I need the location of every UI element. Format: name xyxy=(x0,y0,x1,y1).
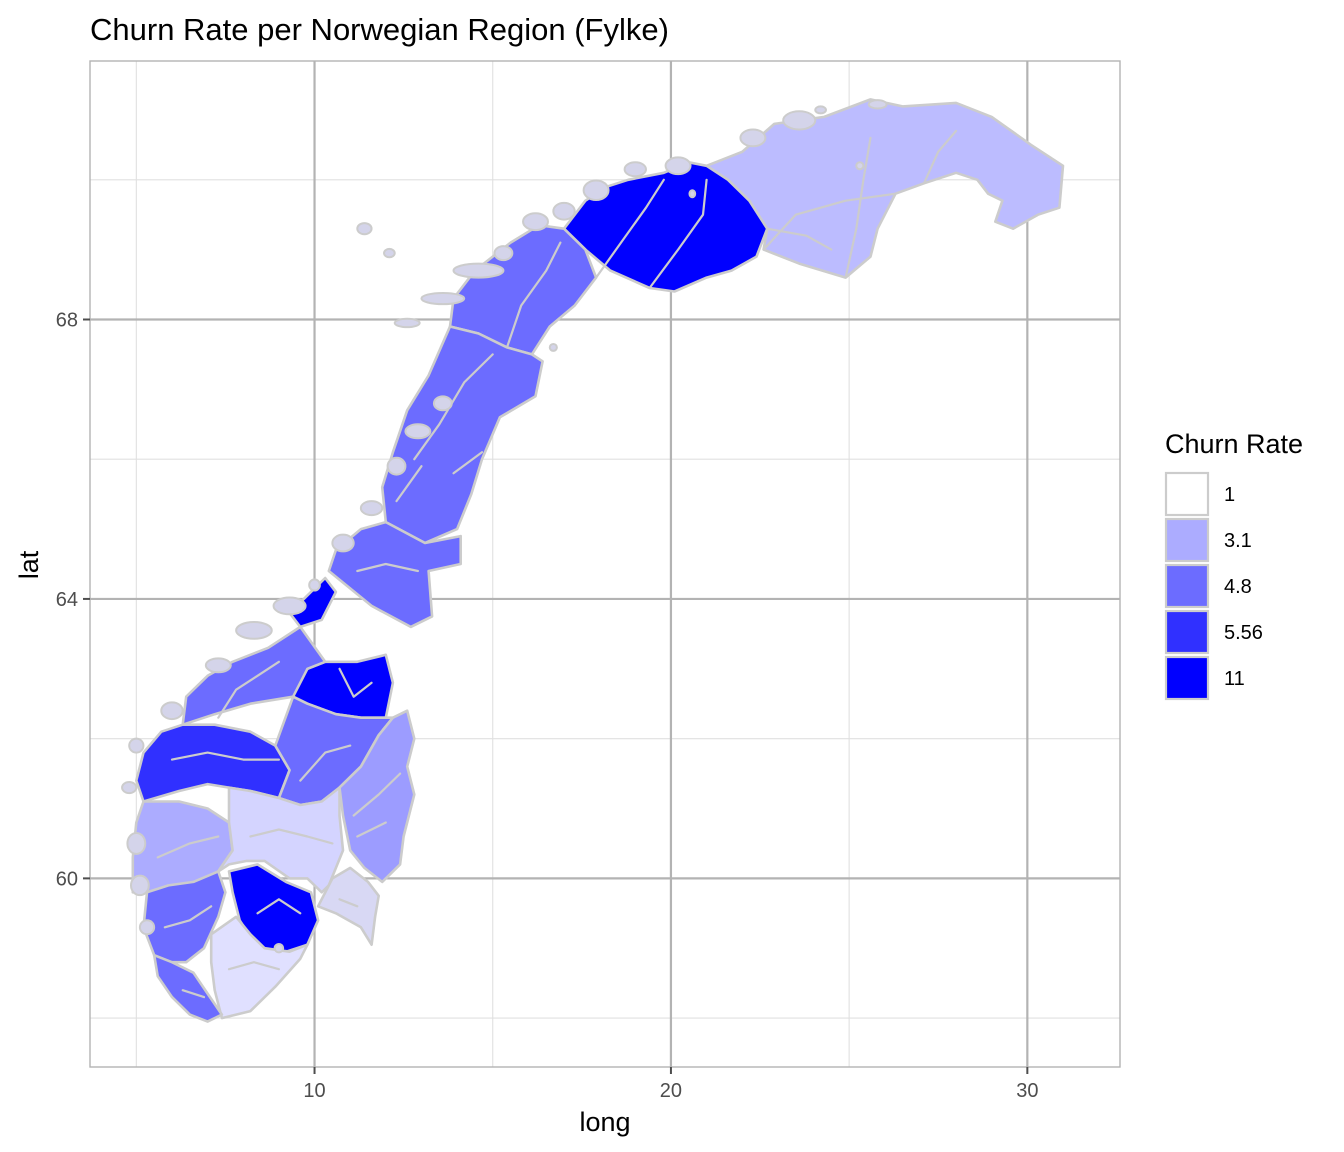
municipality-border xyxy=(299,744,352,782)
coastal-island xyxy=(356,222,373,236)
coastal-island xyxy=(432,395,453,412)
municipality-border xyxy=(163,905,213,929)
municipality-border xyxy=(170,751,280,761)
coastal-island xyxy=(452,262,505,279)
legend-key-swatch xyxy=(1164,563,1210,609)
municipality-border xyxy=(505,241,562,349)
legend-key-swatch xyxy=(1164,609,1210,655)
legend-key-swatch xyxy=(1164,471,1210,517)
municipality-border xyxy=(256,898,302,915)
municipality-border xyxy=(452,451,484,475)
municipality-border xyxy=(356,562,419,573)
municipality-border xyxy=(356,821,387,838)
municipality-border xyxy=(648,178,708,290)
municipality-border xyxy=(227,961,280,971)
legend-key-swatch xyxy=(1164,655,1210,701)
chart-title: Churn Rate per Norwegian Region (Fylke) xyxy=(90,12,669,47)
coastal-island xyxy=(138,919,156,936)
coastal-island xyxy=(386,456,407,476)
coastal-island xyxy=(273,943,285,954)
coastal-island xyxy=(867,99,888,110)
legend-key-label: 5.56 xyxy=(1224,622,1263,644)
coastal-island xyxy=(128,737,145,754)
municipality-border xyxy=(352,772,402,817)
coastal-island xyxy=(359,500,384,517)
coastal-island xyxy=(493,245,514,262)
region-8 xyxy=(181,625,327,726)
region-17 xyxy=(209,915,309,1020)
legend-key-label: 3.1 xyxy=(1224,530,1252,552)
municipality-border xyxy=(922,129,958,185)
municipality-border xyxy=(844,136,872,279)
x-tick-label: 20 xyxy=(660,1080,682,1102)
municipality-border xyxy=(217,660,280,719)
region-5 xyxy=(327,520,462,629)
region-15 xyxy=(316,866,380,946)
x-axis-title: long xyxy=(579,1107,630,1137)
legend-key-label: 11 xyxy=(1224,668,1245,690)
coastal-island xyxy=(688,189,697,199)
legend-title: Churn Rate xyxy=(1165,429,1303,459)
coastal-island xyxy=(855,161,865,171)
coastal-island xyxy=(235,620,273,640)
municipality-border xyxy=(762,192,897,251)
x-tick-label: 30 xyxy=(1016,1080,1038,1102)
y-tick-label: 60 xyxy=(56,868,78,890)
region-16 xyxy=(142,870,227,964)
coastal-island xyxy=(782,110,817,131)
legend-key-label: 1 xyxy=(1224,484,1235,506)
region-18 xyxy=(152,953,224,1023)
panel-border xyxy=(89,60,1121,1068)
region-13 xyxy=(217,786,345,894)
coastal-island xyxy=(552,201,576,221)
municipality-border xyxy=(338,667,373,698)
coastal-island xyxy=(383,247,396,259)
coastal-island xyxy=(582,179,610,202)
coastal-island xyxy=(331,533,355,553)
coastal-island xyxy=(739,128,767,148)
coastal-island xyxy=(308,578,321,592)
coastal-island xyxy=(160,701,184,721)
coastal-island xyxy=(404,423,432,440)
municipality-border xyxy=(595,178,665,279)
y-axis-title: lat xyxy=(14,550,44,579)
legend-key-swatch xyxy=(1164,517,1210,563)
coastal-island xyxy=(814,105,827,115)
coastal-island xyxy=(393,317,421,329)
municipality-border xyxy=(156,835,220,859)
coastal-island xyxy=(548,342,558,352)
norway-map xyxy=(121,98,1065,1023)
region-9 xyxy=(135,723,291,803)
coastal-island xyxy=(420,291,466,306)
coastal-island xyxy=(272,596,307,616)
municipality-border xyxy=(766,227,833,251)
region-2 xyxy=(562,161,769,293)
legend-key-label: 4.8 xyxy=(1224,576,1252,598)
coastal-island xyxy=(204,657,232,674)
coastal-island xyxy=(126,831,147,855)
municipality-border xyxy=(249,828,334,845)
municipality-border xyxy=(338,898,359,908)
coastal-island xyxy=(623,161,647,178)
municipality-border xyxy=(395,465,423,503)
x-tick-label: 10 xyxy=(303,1080,325,1102)
legend: Churn Rate 1 3.1 4.8 5.56 11 xyxy=(1164,429,1303,701)
coastal-island xyxy=(522,212,549,232)
axis-ticks: 10 20 30 60 64 68 xyxy=(56,309,1039,1102)
region-4 xyxy=(380,325,544,545)
coastal-island xyxy=(121,780,138,795)
coastal-island xyxy=(129,874,150,897)
y-tick-label: 64 xyxy=(56,589,78,611)
municipality-border xyxy=(181,989,206,999)
coastal-island xyxy=(664,156,692,176)
y-tick-label: 68 xyxy=(56,309,78,331)
